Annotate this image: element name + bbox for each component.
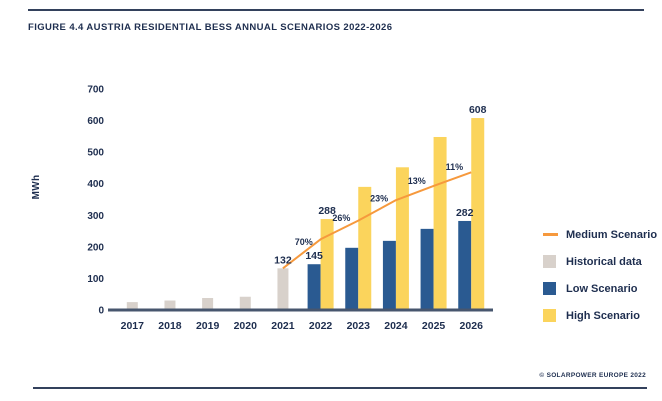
bar-low-scenario-2022 (307, 264, 321, 311)
legend-swatch-low-scenario (543, 282, 556, 295)
value-label-low-scenario-2026: 282 (456, 207, 474, 219)
value-label-historical-data-2021: 132 (274, 254, 292, 266)
growth-label-2022: 70% (295, 237, 313, 247)
bar-high-scenario-2026 (471, 118, 485, 311)
bottom-rule (33, 387, 647, 389)
value-label-low-scenario-2022: 145 (305, 250, 323, 262)
bar-high-scenario-2024 (395, 167, 409, 311)
bar-historical-data-2019 (202, 298, 214, 311)
bar-low-scenario-2024 (382, 240, 396, 311)
x-tick-label-2025: 2025 (422, 320, 446, 332)
growth-label-2023: 26% (332, 213, 350, 223)
y-tick-label-300: 300 (87, 211, 104, 222)
x-tick-label-2026: 2026 (460, 320, 484, 332)
legend-label-high-scenario: High Scenario (566, 309, 640, 322)
legend-label-medium-scenario: Medium Scenario (566, 228, 658, 241)
legend-item-medium-scenario: Medium Scenario (543, 221, 658, 248)
legend-item-historical-data: Historical data (543, 248, 658, 275)
x-axis-line (108, 308, 493, 312)
value-label-high-scenario-2026: 608 (469, 104, 487, 116)
y-tick-label-500: 500 (87, 148, 104, 159)
bar-historical-data-2020 (239, 296, 251, 311)
legend-swatch-high-scenario (543, 309, 556, 322)
growth-label-2024: 23% (370, 193, 388, 203)
bar-low-scenario-2026 (458, 220, 472, 311)
y-tick-label-400: 400 (87, 179, 104, 190)
y-tick-label-200: 200 (87, 242, 104, 253)
x-tick-label-2024: 2024 (384, 320, 408, 332)
chart-legend: Medium Scenario Historical data Low Scenar… (543, 221, 658, 329)
legend-swatch-historical-data (543, 255, 556, 268)
x-tick-label-2020: 2020 (234, 320, 258, 332)
legend-swatch-medium-scenario (543, 233, 558, 236)
y-tick-label-0: 0 (98, 306, 104, 317)
bar-historical-data-2018 (164, 300, 176, 311)
legend-item-high-scenario: High Scenario (543, 302, 658, 329)
x-tick-label-2017: 2017 (121, 320, 145, 332)
bar-low-scenario-2023 (345, 247, 359, 311)
y-tick-label-600: 600 (87, 116, 104, 127)
value-label-high-scenario-2022: 288 (318, 205, 336, 217)
x-tick-label-2023: 2023 (347, 320, 371, 332)
x-tick-label-2018: 2018 (158, 320, 182, 332)
bar-high-scenario-2025 (433, 136, 447, 311)
medium-scenario-line (282, 171, 472, 270)
bar-low-scenario-2025 (420, 228, 434, 311)
x-tick-label-2021: 2021 (271, 320, 295, 332)
y-tick-label-100: 100 (87, 274, 104, 285)
top-rule (28, 9, 644, 11)
growth-label-2026: 11% (446, 162, 464, 172)
y-axis-label: MWh (31, 175, 42, 200)
copyright-credit: © SOLARPOWER EUROPE 2022 (539, 372, 646, 379)
legend-label-low-scenario: Low Scenario (566, 282, 638, 295)
bar-high-scenario-2023 (358, 186, 372, 311)
bar-historical-data-2021 (277, 268, 289, 311)
x-tick-label-2022: 2022 (309, 320, 333, 332)
legend-item-low-scenario: Low Scenario (543, 275, 658, 302)
x-tick-label-2019: 2019 (196, 320, 220, 332)
growth-label-2025: 13% (408, 176, 426, 186)
legend-label-historical-data: Historical data (566, 255, 642, 268)
bar-historical-data-2017 (126, 302, 138, 311)
y-tick-label-700: 700 (87, 85, 104, 96)
bar-high-scenario-2022 (320, 219, 334, 311)
figure-title: FIGURE 4.4 AUSTRIA RESIDENTIAL BESS ANNU… (28, 22, 393, 33)
